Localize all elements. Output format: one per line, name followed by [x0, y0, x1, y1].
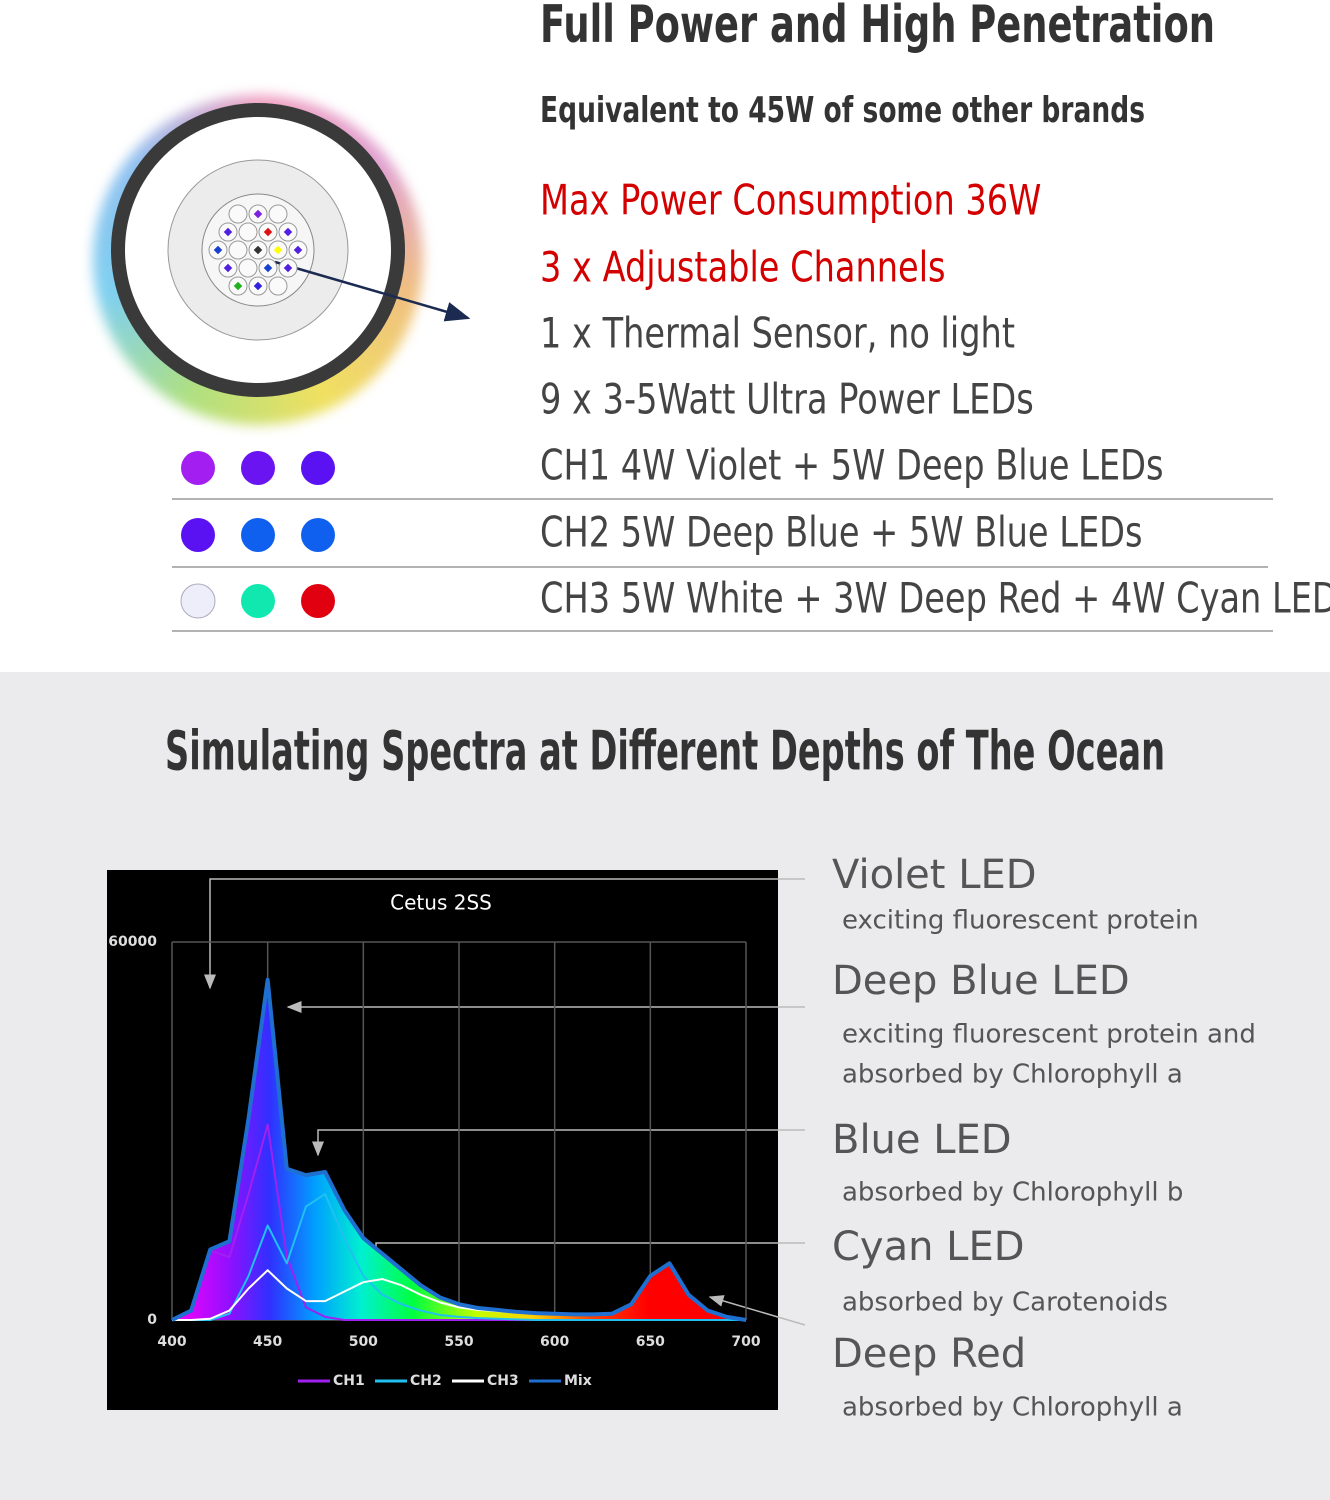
title: Full Power and High Penetration — [540, 0, 1215, 55]
x-tick-label: 550 — [444, 1334, 473, 1350]
x-tick-label: 450 — [253, 1334, 282, 1350]
chart-title: Cetus 2SS — [390, 891, 492, 915]
led-chip — [233, 281, 243, 291]
legend-label: CH3 — [487, 1373, 519, 1389]
series-line — [172, 1193, 746, 1321]
led — [268, 276, 288, 296]
led-chip — [283, 227, 293, 237]
channel-label: CH1 4W Violet + 5W Deep Blue LEDs — [540, 441, 1163, 490]
spec-line: 3 x Adjustable Channels — [540, 243, 946, 292]
channel-led — [301, 451, 335, 485]
led — [238, 222, 258, 242]
channel-led — [241, 518, 275, 552]
led-chip — [253, 209, 263, 219]
annotation-text: absorbed by Chlorophyll a — [842, 1393, 1183, 1423]
callout — [204, 878, 805, 990]
spec-line-group: 3 x Adjustable Channels — [540, 243, 946, 292]
subtitle: Equivalent to 45W of some other brands — [540, 90, 1145, 131]
callout — [708, 1295, 806, 1326]
channel-led — [301, 518, 335, 552]
led — [238, 258, 258, 278]
spec-line: 1 x Thermal Sensor, no light — [540, 309, 1015, 358]
legend-label: Mix — [564, 1373, 592, 1389]
legend-label: CH2 — [410, 1373, 442, 1389]
led-chip — [223, 263, 233, 273]
spec-line-group: 1 x Thermal Sensor, no light — [540, 309, 1015, 358]
x-tick-label: 650 — [636, 1334, 665, 1350]
y-tick-label: 60000 — [108, 934, 157, 950]
annotation-text: absorbed by Carotenoids — [842, 1288, 1168, 1318]
spec-line: Max Power Consumption 36W — [540, 176, 1041, 225]
led-chip — [213, 245, 223, 255]
channel-led — [241, 451, 275, 485]
led-chip — [253, 281, 263, 291]
channel-led — [181, 518, 215, 552]
channel-led — [180, 583, 216, 619]
spec-line-group: Max Power Consumption 36W — [540, 176, 1041, 225]
channel-label-group: CH2 5W Deep Blue + 5W Blue LEDs — [540, 508, 1143, 557]
spec-line-group: 9 x 3-5Watt Ultra Power LEDs — [540, 375, 1034, 424]
annotation-title: Deep Red — [832, 1331, 1026, 1377]
channel-label: CH2 5W Deep Blue + 5W Blue LEDs — [540, 508, 1143, 557]
annotation-title: Blue LED — [832, 1117, 1012, 1163]
x-tick-label: 600 — [540, 1334, 569, 1350]
led — [228, 204, 248, 224]
y-tick-label: 0 — [147, 1312, 157, 1328]
led-chip — [273, 245, 283, 255]
led-chip — [263, 263, 273, 273]
led — [228, 240, 248, 260]
annotation-text: exciting fluorescent protein — [842, 906, 1199, 936]
annotation-text: absorbed by Chlorophyll b — [842, 1178, 1183, 1208]
annotation-text: absorbed by Chlorophyll a — [842, 1060, 1183, 1090]
channel-label-group: CH1 4W Violet + 5W Deep Blue LEDs — [540, 441, 1163, 490]
led-chip — [283, 263, 293, 273]
legend-label: CH1 — [333, 1373, 365, 1389]
channel-label-group: CH3 5W White + 3W Deep Red + 4W Cyan LED… — [540, 574, 1330, 623]
led-chip — [263, 227, 273, 237]
channel-label: CH3 5W White + 3W Deep Red + 4W Cyan LED… — [540, 574, 1330, 623]
led-chip — [293, 245, 303, 255]
led — [268, 204, 288, 224]
x-tick-label: 400 — [157, 1334, 186, 1350]
annotation-title: Deep Blue LED — [832, 958, 1130, 1004]
lamp — [111, 103, 471, 397]
pointer-arrow — [274, 260, 471, 322]
channel-led — [241, 584, 275, 618]
led-chip — [223, 227, 233, 237]
annotation-title: Cyan LED — [832, 1224, 1025, 1270]
series-line — [171, 977, 747, 1322]
channel-led — [181, 451, 215, 485]
spectrum-area — [172, 979, 746, 1320]
callout — [312, 1129, 805, 1157]
chart-box — [107, 870, 778, 1410]
channel-led — [301, 584, 335, 618]
x-tick-label: 500 — [349, 1334, 378, 1350]
annotation-title: Violet LED — [832, 852, 1037, 898]
annotation-text: exciting fluorescent protein and — [842, 1020, 1256, 1050]
spec-line: 9 x 3-5Watt Ultra Power LEDs — [540, 375, 1034, 424]
led-chip — [253, 245, 263, 255]
x-tick-label: 700 — [731, 1334, 760, 1350]
section-title: Simulating Spectra at Different Depths o… — [165, 720, 1165, 783]
